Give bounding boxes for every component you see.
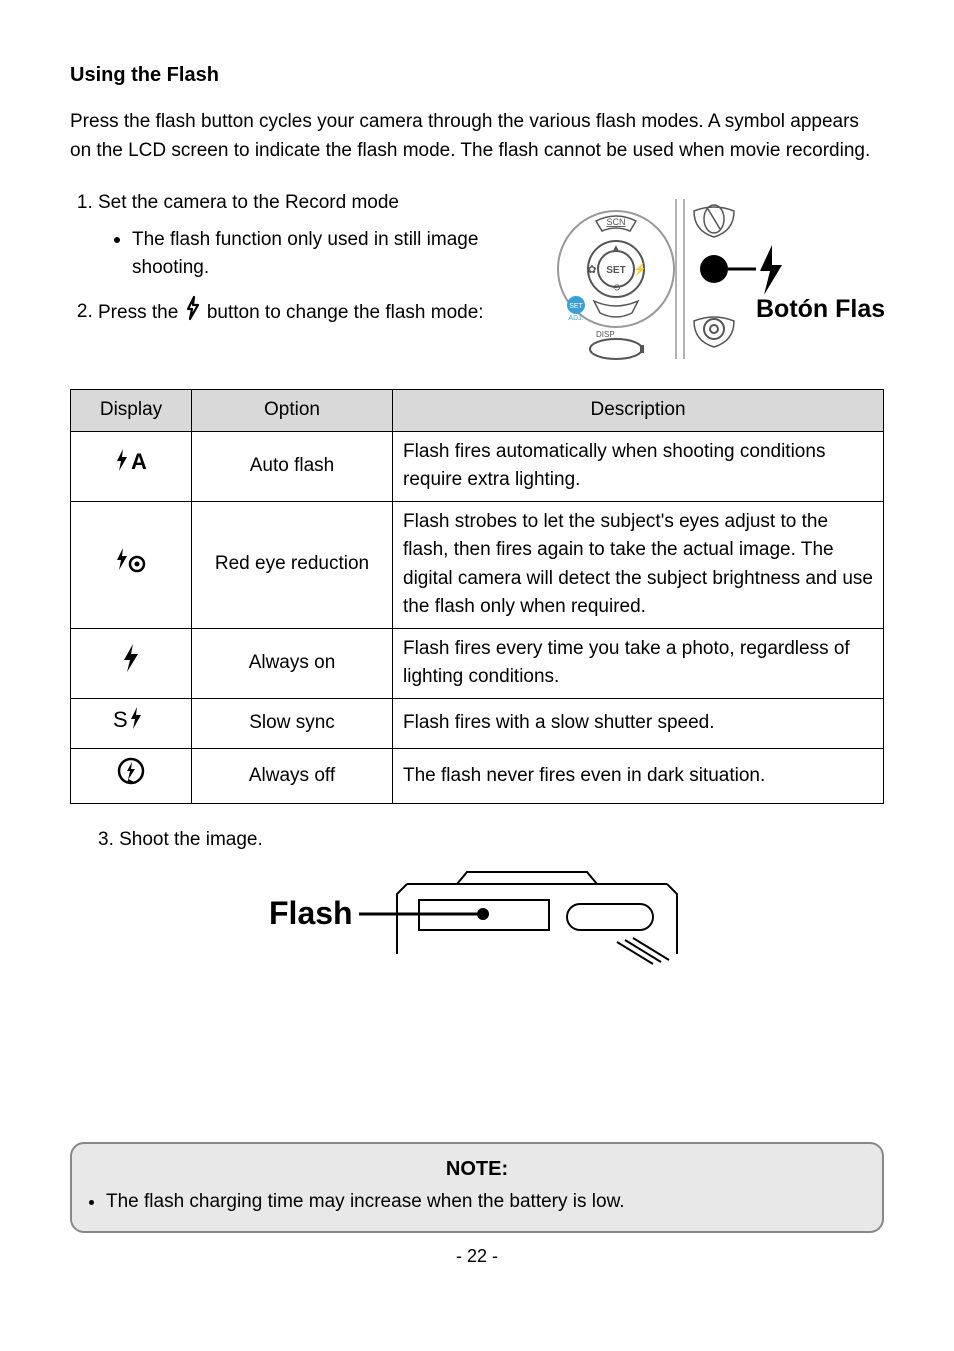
table-row: Always off The flash never fires even in…	[71, 749, 884, 804]
flash-label: Flash	[269, 895, 353, 931]
note-box: NOTE: The flash charging time may increa…	[70, 1142, 884, 1233]
cell-option: Slow sync	[192, 698, 393, 749]
step-1-text: Set the camera to the Record mode	[98, 192, 399, 213]
camera-back-diagram: SCN SET ✿ ⚡ ▲ ⟲ SET ADJ. DISP	[544, 189, 884, 377]
cell-description: Flash fires every time you take a photo,…	[393, 628, 884, 698]
table-header-row: Display Option Description	[71, 390, 884, 432]
svg-text:A: A	[131, 449, 147, 474]
document-page: Using the Flash Press the flash button c…	[0, 0, 954, 1300]
svg-text:⚡: ⚡	[633, 263, 647, 276]
flash-off-icon	[115, 771, 147, 792]
svg-text:✿: ✿	[587, 264, 596, 276]
svg-text:ADJ.: ADJ.	[568, 315, 583, 322]
cell-option: Auto flash	[192, 431, 393, 501]
header-option: Option	[192, 390, 393, 432]
table-row: S Slow sync Flash fires with a slow shut…	[71, 698, 884, 749]
table-row: Red eye reduction Flash strobes to let t…	[71, 501, 884, 628]
cell-description: Flash fires with a slow shutter speed.	[393, 698, 884, 749]
cell-display	[71, 749, 192, 804]
svg-text:SET: SET	[569, 303, 583, 310]
svg-text:DISP: DISP	[596, 330, 615, 339]
table-row: A Auto flash Flash fires automatically w…	[71, 431, 884, 501]
flash-on-icon	[119, 658, 143, 679]
cell-option: Red eye reduction	[192, 501, 393, 628]
cell-description: Flash fires automatically when shooting …	[393, 431, 884, 501]
note-item: The flash charging time may increase whe…	[106, 1188, 866, 1217]
cell-description: Flash strobes to let the subject's eyes …	[393, 501, 884, 628]
diagram-label: Botón Flash	[756, 295, 884, 323]
flash-redeye-icon	[113, 558, 149, 579]
header-description: Description	[393, 390, 884, 432]
flash-modes-table: Display Option Description A Auto flash …	[70, 389, 884, 804]
note-title: NOTE:	[88, 1154, 866, 1184]
cell-description: The flash never fires even in dark situa…	[393, 749, 884, 804]
page-number: - 22 -	[70, 1243, 884, 1270]
step-2-prefix: Press the	[98, 301, 184, 322]
cell-display	[71, 628, 192, 698]
note-list: The flash charging time may increase whe…	[88, 1188, 866, 1217]
section-heading: Using the Flash	[70, 60, 884, 90]
steps-column: Set the camera to the Record mode The fl…	[70, 189, 532, 342]
step-1-sub-item: The flash function only used in still im…	[132, 224, 532, 283]
cell-option: Always off	[192, 749, 393, 804]
step-2-suffix: button to change the flash mode:	[207, 301, 484, 322]
cell-display: A	[71, 431, 192, 501]
svg-text:S: S	[113, 707, 128, 732]
flash-slowsync-icon: S	[111, 717, 151, 738]
step-1-sublist: The flash function only used in still im…	[98, 224, 532, 283]
steps-and-diagram-row: Set the camera to the Record mode The fl…	[70, 189, 884, 377]
cell-display	[71, 501, 192, 628]
cell-display: S	[71, 698, 192, 749]
svg-text:SCN: SCN	[606, 217, 625, 227]
step-1: Set the camera to the Record mode The fl…	[98, 189, 532, 283]
intro-paragraph: Press the flash button cycles your camer…	[70, 108, 884, 165]
svg-text:⟲: ⟲	[612, 283, 621, 294]
camera-top-diagram: Flash	[70, 864, 884, 982]
flash-bolt-icon	[184, 295, 202, 331]
svg-text:SET: SET	[606, 265, 625, 276]
header-display: Display	[71, 390, 192, 432]
step-3: 3. Shoot the image.	[98, 826, 884, 855]
cell-option: Always on	[192, 628, 393, 698]
flash-auto-icon: A	[113, 459, 149, 480]
steps-list: Set the camera to the Record mode The fl…	[70, 189, 532, 330]
table-row: Always on Flash fires every time you tak…	[71, 628, 884, 698]
step-2: Press the button to change the flash mod…	[98, 295, 532, 331]
svg-text:▲: ▲	[611, 243, 621, 254]
